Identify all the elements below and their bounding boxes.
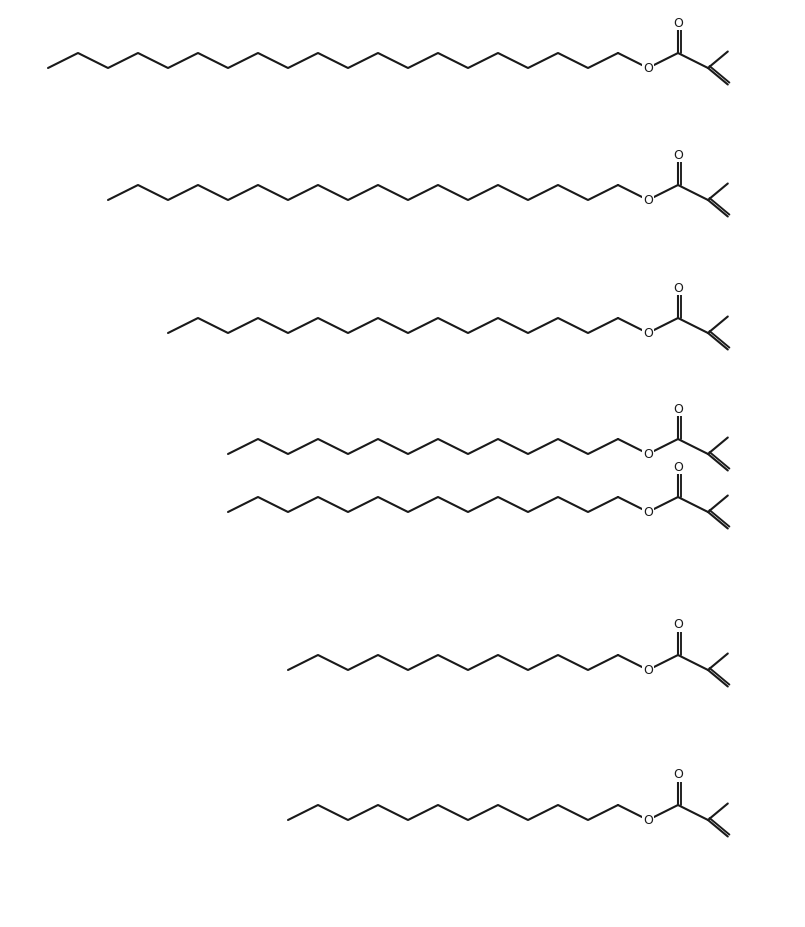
Text: O: O	[673, 17, 683, 30]
Text: O: O	[643, 326, 653, 339]
Text: O: O	[643, 448, 653, 461]
Text: O: O	[673, 618, 683, 631]
Text: O: O	[673, 461, 683, 474]
Text: O: O	[673, 768, 683, 781]
Text: O: O	[643, 814, 653, 827]
Text: O: O	[643, 664, 653, 677]
Text: O: O	[673, 282, 683, 295]
Text: O: O	[643, 61, 653, 74]
Text: O: O	[643, 505, 653, 518]
Text: O: O	[673, 148, 683, 161]
Text: O: O	[673, 402, 683, 415]
Text: O: O	[643, 194, 653, 207]
